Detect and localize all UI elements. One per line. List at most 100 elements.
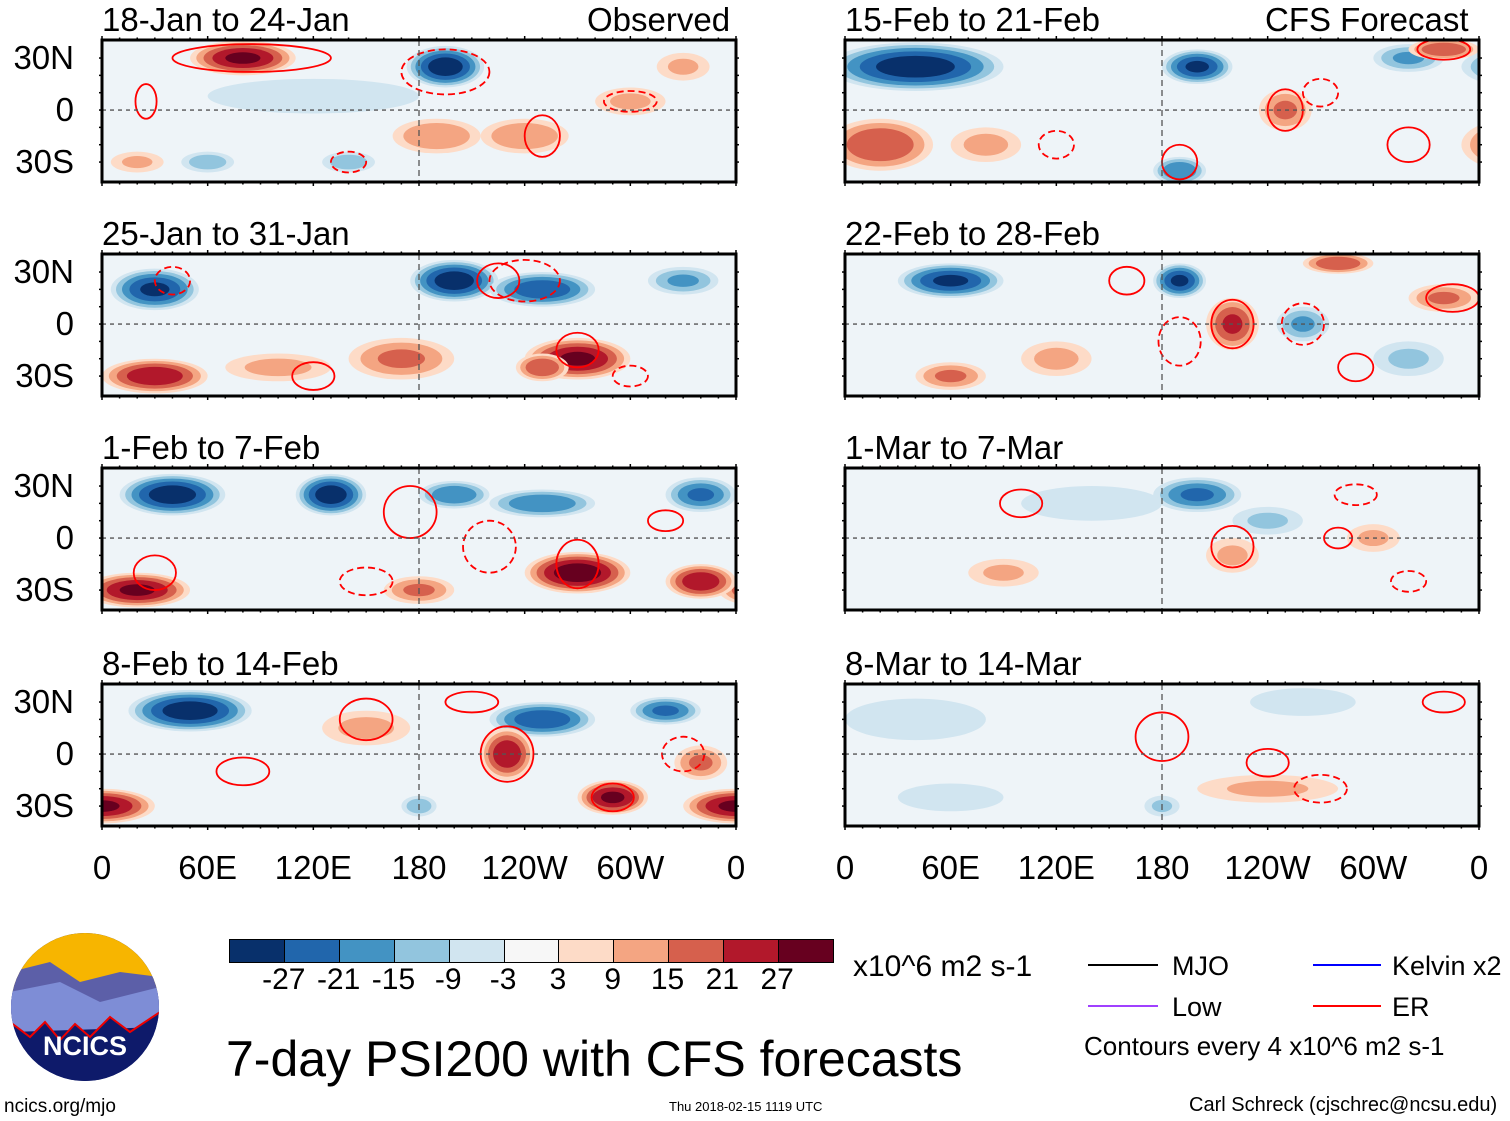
anomaly-blob: [876, 55, 955, 78]
colorbar-label: 3: [549, 963, 567, 996]
anomaly-blob: [1470, 56, 1479, 77]
colorbar-swatch: [449, 940, 505, 962]
colorbar-swatch: [394, 940, 450, 962]
anomaly-blob: [845, 698, 986, 741]
anomaly-blob: [1180, 488, 1214, 502]
er-contour: [1386, 126, 1431, 163]
er-contour: [1210, 525, 1255, 569]
anomaly-blob: [525, 358, 559, 377]
anomaly-blob: [119, 584, 155, 596]
x-tick-label: 120W: [1224, 849, 1311, 886]
colorbar-units: x10^6 m2 s-1: [853, 950, 1033, 983]
x-tick-label: 60W: [596, 849, 665, 886]
anomaly-blob: [846, 128, 914, 162]
anomaly-blob: [207, 78, 419, 114]
x-tick-label: 180: [391, 849, 447, 886]
y-tick-label: 0: [55, 91, 74, 129]
anomaly-blob: [431, 485, 477, 504]
anomaly-blob: [1170, 274, 1189, 287]
er-contour: [171, 43, 332, 73]
anomaly-blob: [102, 800, 120, 812]
er-contour: [382, 485, 438, 539]
er-contour: [1245, 747, 1290, 778]
panel-title: 18-Jan to 24-Jan: [102, 1, 350, 38]
colorbar-swatch: [614, 940, 670, 962]
er-contour: [1333, 483, 1378, 507]
er-contour: [647, 509, 685, 533]
anomaly-blob: [121, 156, 153, 169]
anomaly-blob: [553, 563, 602, 583]
anomaly-blob: [934, 369, 967, 383]
anomaly-blob: [1021, 486, 1162, 521]
x-tick-label: 0: [726, 849, 746, 886]
colorbar-swatch: [724, 940, 780, 962]
anomaly-blob: [514, 280, 571, 299]
legend-kelvin: Kelvin x2: [1392, 951, 1502, 981]
anomaly-blob: [1162, 161, 1197, 180]
er-contour: [1134, 711, 1190, 762]
anomaly-blob: [493, 740, 522, 768]
anomaly-blob: [718, 800, 736, 812]
panel-title: 8-Mar to 14-Mar: [845, 645, 1082, 682]
er-contour: [153, 265, 191, 296]
y-tick-label: 30S: [15, 357, 74, 395]
map-panel: [99, 250, 739, 400]
x-tick-label: 0: [835, 849, 855, 886]
anomaly-blob: [329, 154, 368, 170]
anomaly-blob: [1315, 256, 1361, 270]
contour-note: Contours every 4 x10^6 m2 s-1: [1084, 1031, 1445, 1061]
y-tick-label: 30N: [13, 683, 74, 721]
er-contour: [291, 361, 336, 391]
y-tick-label: 0: [55, 735, 74, 773]
svg-text:NCICS: NCICS: [43, 1031, 127, 1061]
er-contour: [1157, 316, 1202, 367]
anomaly-blob: [983, 564, 1024, 581]
er-contour: [488, 258, 561, 303]
y-tick-label: 30S: [15, 787, 74, 825]
panel-title: 25-Jan to 31-Jan: [102, 215, 350, 252]
colorbar-label: -3: [489, 963, 517, 996]
forecast-label: CFS Forecast: [1265, 1, 1469, 38]
colorbar-swatch: [779, 940, 833, 962]
x-tick-label: 120E: [274, 849, 352, 886]
map-panel: [842, 36, 1483, 186]
er-contour: [400, 48, 491, 96]
map-panel: [842, 680, 1482, 830]
anomaly-blob: [434, 271, 474, 291]
anomaly-blob: [963, 133, 1009, 156]
er-contour: [476, 262, 521, 299]
kelvin-line-icon: [1313, 964, 1381, 966]
er-contour: [330, 150, 368, 174]
er-contour: [603, 90, 658, 113]
anomaly-blob: [933, 274, 969, 287]
anomaly-blob: [1250, 688, 1356, 716]
x-tick-label: 0: [1469, 849, 1489, 886]
ncics-logo: NCICS: [11, 933, 159, 1081]
anomaly-blob: [609, 93, 651, 110]
colorbar-swatch: [339, 940, 395, 962]
er-contour: [134, 83, 158, 120]
anomaly-blob: [338, 717, 395, 740]
x-tick-label: 180: [1134, 849, 1190, 886]
y-tick-label: 30N: [13, 467, 74, 505]
legend-mjo: MJO: [1172, 951, 1229, 981]
map-panel: [99, 680, 739, 830]
y-tick-label: 30S: [15, 143, 74, 181]
colorbar-swatch: [559, 940, 615, 962]
url-link[interactable]: ncics.org/mjo: [4, 1096, 116, 1117]
anomaly-blob: [244, 358, 312, 377]
er-contour: [444, 690, 500, 714]
colorbar-label: 21: [705, 963, 740, 996]
map-panel: [99, 36, 739, 186]
colorbar-swatch: [669, 940, 725, 962]
y-tick-label: 0: [55, 519, 74, 557]
x-tick-label: 0: [92, 849, 112, 886]
anomaly-blob: [1481, 48, 1483, 86]
mjo-line-icon: [1088, 964, 1158, 966]
er-contour: [1390, 570, 1428, 593]
legend-low: Low: [1172, 992, 1222, 1022]
map-panel: [99, 464, 739, 614]
er-line-icon: [1313, 1005, 1381, 1007]
anomaly-blob: [682, 572, 720, 591]
y-tick-label: 30N: [13, 253, 74, 291]
